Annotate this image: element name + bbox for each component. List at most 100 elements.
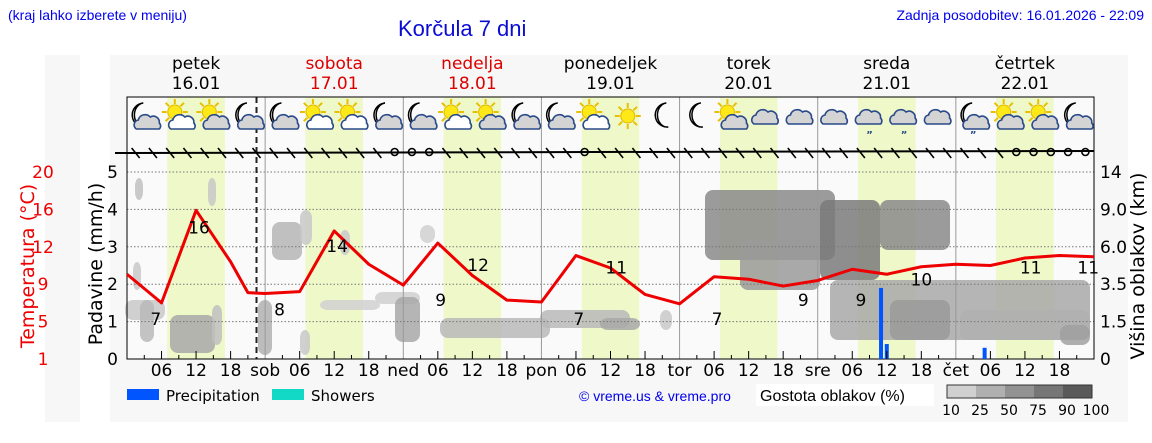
sun-cloud-grey-icon bbox=[196, 99, 231, 130]
wind-barb-icon bbox=[459, 147, 469, 159]
wind-barb-icon bbox=[510, 147, 521, 159]
last-updated: Zadnja posodobitev: 16.01.2026 - 22:09 bbox=[896, 7, 1144, 23]
wind-barb-icon bbox=[614, 147, 624, 159]
day-date: 20.01 bbox=[724, 74, 773, 94]
wind-barb-icon bbox=[838, 147, 849, 159]
cloud-density-area bbox=[420, 225, 435, 243]
moon-cloud-icon bbox=[235, 102, 265, 130]
precip-axis-label: Padavine (mm/h) bbox=[85, 183, 107, 346]
sun-cloud-grey-icon bbox=[1025, 99, 1060, 130]
cloud-density-tick: 90 bbox=[1058, 403, 1076, 419]
precip-tick: 5 bbox=[107, 163, 118, 183]
cloud-density-area bbox=[170, 315, 215, 353]
x-hour-label: 12 bbox=[600, 361, 622, 381]
cloud-density-swatch bbox=[1005, 385, 1034, 398]
moon-cloud-icon bbox=[1063, 102, 1094, 130]
cloud-icon bbox=[923, 108, 952, 125]
wind-barb-icon bbox=[217, 147, 227, 159]
precip-tick: 3 bbox=[107, 238, 118, 258]
cloud-density-swatch bbox=[1063, 385, 1092, 398]
day-name: četrtek bbox=[995, 54, 1056, 74]
wind-barb-icon bbox=[631, 147, 642, 159]
temp-tick: 16 bbox=[32, 200, 54, 220]
wind-baseline bbox=[114, 150, 1095, 154]
wind-barb-icon bbox=[718, 147, 728, 159]
x-day-label: čet bbox=[943, 361, 970, 381]
moon-cloud-icon bbox=[373, 102, 404, 130]
page-title: Korčula 7 dni bbox=[398, 16, 527, 41]
sun-cloud-grey-icon bbox=[714, 99, 749, 130]
wind-barb-icon bbox=[856, 147, 866, 159]
cloud-height-axis-label: Višina oblakov (km) bbox=[1127, 173, 1149, 360]
wind-barb-icon bbox=[528, 147, 538, 159]
temp-axis-label: Temperatura (°C) bbox=[17, 184, 39, 349]
temperature-label: 7 bbox=[150, 310, 161, 330]
credit-link[interactable]: © vreme.us & vreme.pro bbox=[579, 388, 731, 404]
cloud-density-area bbox=[660, 310, 672, 330]
wind-barb-icon bbox=[666, 147, 676, 159]
x-hour-label: 06 bbox=[841, 361, 863, 381]
x-hour-label: 12 bbox=[462, 361, 484, 381]
sun-icon bbox=[614, 103, 641, 129]
cloud-height-tick: 0 bbox=[1100, 350, 1111, 370]
x-hour-label: 18 bbox=[1049, 361, 1071, 381]
wind-calm-icon bbox=[1081, 147, 1090, 157]
wind-barb-icon bbox=[890, 147, 901, 159]
wind-barb-icon bbox=[752, 147, 762, 159]
x-hour-label: 18 bbox=[634, 361, 656, 381]
wind-barb-icon bbox=[562, 147, 572, 159]
temperature-label: 16 bbox=[188, 218, 210, 238]
wind-barb-icon bbox=[251, 147, 262, 159]
temperature-label: 9 bbox=[435, 291, 446, 311]
moon-cloud-icon bbox=[407, 102, 438, 130]
x-day-label: tor bbox=[668, 361, 692, 381]
cloud-icon bbox=[785, 108, 814, 125]
cloud-density-area bbox=[600, 318, 640, 330]
day-name: ponedeljek bbox=[564, 54, 658, 74]
wind-barb-icon bbox=[545, 147, 555, 159]
sun-cloud-icon bbox=[161, 99, 196, 130]
svg-text:”: ” bbox=[901, 130, 908, 141]
cloud-height-tick: 6.0 bbox=[1100, 238, 1127, 258]
wind-calm-icon bbox=[1046, 147, 1056, 157]
cloud-density-area bbox=[320, 300, 380, 310]
cloud-density-tick: 10 bbox=[942, 403, 960, 419]
wind-calm-icon bbox=[1011, 147, 1021, 157]
wind-barb-icon bbox=[942, 147, 952, 159]
day-name: torek bbox=[727, 54, 771, 74]
cloud-density-area bbox=[135, 178, 143, 200]
cloud-density-label: Gostota oblakov (%) bbox=[760, 388, 905, 405]
x-day-label: pon bbox=[525, 361, 557, 381]
cloud-density-area bbox=[880, 200, 950, 250]
temperature-label: 10 bbox=[911, 271, 933, 291]
temp-tick: 12 bbox=[32, 238, 54, 258]
wind-barb-icon bbox=[493, 147, 503, 159]
x-hour-label: 06 bbox=[289, 361, 311, 381]
x-day-label: ned bbox=[387, 361, 419, 381]
x-hour-label: 18 bbox=[772, 361, 794, 381]
cloud-height-tick: 14 bbox=[1100, 163, 1122, 183]
precipitation-swatch bbox=[127, 389, 159, 400]
x-hour-label: 18 bbox=[358, 361, 380, 381]
daylight-band bbox=[443, 97, 502, 359]
cloud-density-area bbox=[1060, 325, 1090, 345]
wind-barb-icon bbox=[873, 147, 883, 159]
cloud-height-tick: 9.0 bbox=[1100, 200, 1127, 220]
wind-calm-icon bbox=[390, 147, 399, 157]
wind-barb-icon bbox=[269, 147, 279, 159]
precip-tick: 0 bbox=[107, 350, 118, 370]
cloud-height-tick: 3.5 bbox=[1100, 275, 1127, 295]
day-date: 18.01 bbox=[448, 74, 497, 94]
cloud-density-scale bbox=[946, 384, 1093, 399]
legend-label-bg bbox=[756, 384, 934, 406]
wind-barb-icon bbox=[148, 147, 158, 159]
day-date: 17.01 bbox=[310, 74, 359, 94]
temperature-label: 7 bbox=[712, 310, 723, 330]
cloud-drizzle-icon: ” bbox=[889, 108, 918, 141]
wind-barb-icon bbox=[925, 147, 935, 159]
cloud-density-area bbox=[960, 310, 1090, 340]
wind-barb-icon bbox=[182, 147, 193, 159]
wind-barb-icon bbox=[355, 147, 365, 159]
moon-cloud-icon bbox=[511, 102, 542, 130]
